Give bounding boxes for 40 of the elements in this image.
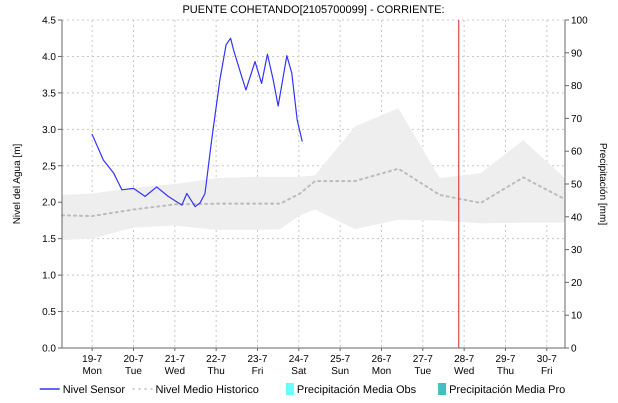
y-tick-label: 2.5	[42, 161, 56, 172]
legend-label: Nivel Medio Historico	[156, 384, 259, 396]
legend-label: Nivel Sensor	[62, 384, 126, 396]
x-tick-label: 28-7 Wed	[454, 354, 475, 377]
y2-tick-label: 50	[571, 180, 583, 190]
legend-label: Precipitación Media Obs	[296, 384, 417, 396]
y-tick-label: 4.5	[42, 16, 56, 26]
x-tick-label: 27-7 Tue	[412, 354, 434, 377]
y2-tick-label: 80	[571, 81, 583, 92]
chart-title: PUENTE COHETANDO[2105700099] - CORRIENTE:	[182, 4, 445, 16]
y2-axis-title: Precipitación [mm]	[597, 142, 608, 226]
x-tick-label: 26-7 Mon	[371, 354, 392, 377]
y2-tick-label: 0	[571, 344, 577, 354]
y-axis-title: Nivel del Agua [m]	[12, 143, 23, 224]
y2-tick-label: 90	[571, 48, 583, 60]
x-tick-label: 22-7 Thu	[206, 354, 227, 377]
y2-tick-label: 40	[571, 212, 583, 224]
y-tick-label: 3.0	[42, 124, 56, 136]
y2-tick-label: 30	[571, 245, 583, 256]
y-tick-label: 4.0	[42, 52, 56, 63]
y-tick-label: 1.0	[42, 270, 56, 282]
y2-tick-label: 60	[571, 146, 583, 158]
y2-tick-label: 10	[571, 310, 583, 322]
x-tick-label: 20-7 Tue	[123, 354, 144, 377]
y2-tick-label: 70	[571, 114, 583, 125]
x-tick-label: 21-7 Wed	[164, 354, 186, 377]
x-tick-label: 25-7 Sun	[330, 354, 351, 377]
y-tick-label: 2.0	[42, 198, 56, 209]
y2-tick-label: 100	[571, 16, 588, 26]
y-tick-label: 1.5	[42, 234, 56, 246]
y-tick-label: 3.5	[42, 88, 56, 100]
y-tick-label: 0.0	[42, 344, 56, 354]
y2-tick-label: 20	[571, 278, 583, 289]
x-tick-label: 29-7 Thu	[495, 354, 516, 377]
x-tick-label: 30-7 Fri	[536, 354, 558, 377]
x-tick-label: 19-7 Mon	[82, 354, 103, 377]
legend-label: Precipitación Media Pro	[449, 384, 566, 396]
x-tick-label: 24-7 Sat	[288, 354, 310, 377]
x-tick-label: 23-7 Fri	[247, 354, 268, 377]
y-tick-label: 0.5	[42, 307, 56, 318]
